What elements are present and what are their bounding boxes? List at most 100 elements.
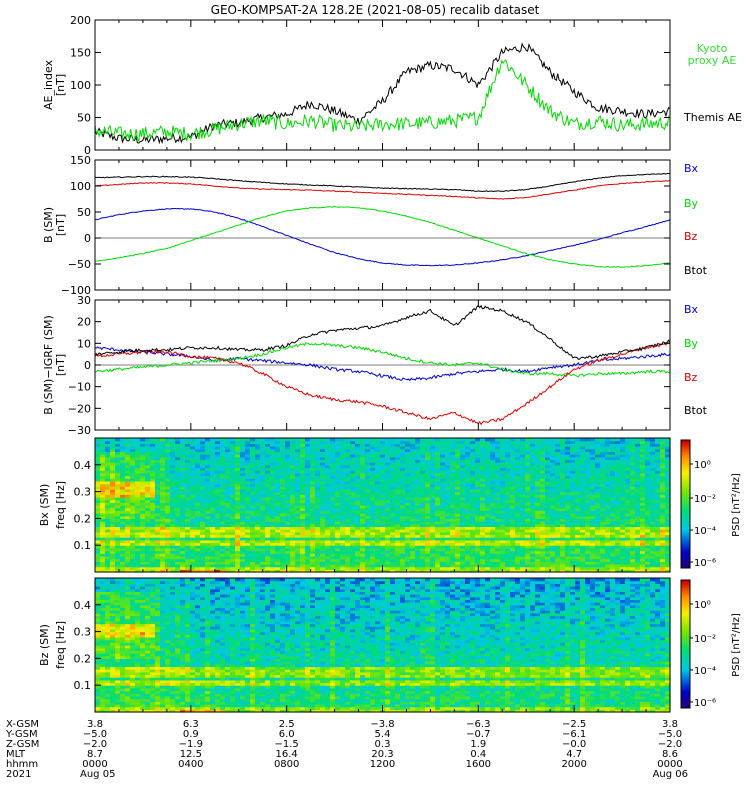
spec_bx-cell <box>220 451 226 455</box>
spec_bx-cell <box>305 518 311 522</box>
spec_bx-cell <box>275 553 281 557</box>
spec_bx-cell <box>400 459 406 463</box>
spec_bx-cell <box>300 539 306 544</box>
spec_bx-cell <box>355 483 361 487</box>
spec_bx-cell <box>330 515 336 519</box>
spec_bx-cell <box>180 459 186 463</box>
spec_bx-cell <box>430 486 436 490</box>
spec_bx-cell <box>210 496 216 501</box>
spec_bx-cell <box>280 555 286 560</box>
spec_bx-cell <box>135 462 141 466</box>
spec_bx-cell <box>245 505 251 509</box>
spec_bx-cell <box>140 555 146 560</box>
spec_bx-cell <box>95 507 101 511</box>
spec_bx-cell <box>225 529 231 533</box>
spec_bx-cell <box>435 537 441 541</box>
spec_bx-cell <box>115 454 121 458</box>
spec_bx-cell <box>430 494 436 498</box>
spec_bx-cell <box>195 542 201 546</box>
spec_bx-cell <box>440 438 446 442</box>
spec_bx-cell <box>240 451 246 455</box>
spec_bx-cell <box>170 483 176 487</box>
spec_bx-cell <box>335 563 341 568</box>
spec_bx-cell <box>295 480 301 485</box>
spec_bx-cell <box>305 569 311 573</box>
spec_bx-cell <box>95 472 101 477</box>
spec_bx-cell <box>305 561 311 565</box>
spec_bx-cell <box>245 563 251 568</box>
spec_bx-cell <box>515 451 521 455</box>
spec_bx-cell <box>515 545 521 549</box>
spec_bx-cell <box>340 448 346 452</box>
spec_bx-cell <box>275 539 281 544</box>
spec_bx-cell <box>270 547 276 552</box>
spec_bx-cell <box>420 451 426 455</box>
spec_bx-cell <box>440 545 446 549</box>
spec_bx-cell <box>415 456 421 461</box>
spec_bx-cell <box>325 502 331 506</box>
spec_bx-cell <box>365 563 371 568</box>
spec_bx-cell <box>515 563 521 568</box>
spec_bx-cell <box>225 451 231 455</box>
spec_bx-cell <box>360 526 366 530</box>
spec_bx-cell <box>375 553 381 557</box>
spec_bx-cell <box>170 561 176 565</box>
spec_bx-cell <box>265 555 271 560</box>
spec_bx-cell <box>305 486 311 490</box>
spec_bx-cell <box>180 480 186 485</box>
spec_bx-cell <box>190 491 196 495</box>
spec_bx-cell <box>260 518 266 522</box>
spec_bx-cell <box>450 507 456 511</box>
spec_bx-cell <box>315 547 321 552</box>
spec_bx-cell <box>210 440 216 444</box>
spec_bx-cell <box>385 438 391 442</box>
spec_bx-cell <box>225 480 231 485</box>
spec_bx-cell <box>465 496 471 501</box>
spec_bx-cell <box>365 454 371 458</box>
spec_bx-cell <box>230 478 236 482</box>
spec_bx-cell <box>200 483 206 487</box>
spec_bx-cell <box>350 440 356 444</box>
spec_bx-cell <box>505 523 511 528</box>
spec_bx-cell <box>120 518 126 522</box>
spec_bx-cell <box>405 539 411 544</box>
spec_bx-cell <box>165 475 171 479</box>
spec_bx-cell <box>250 526 256 530</box>
spec_bx-cell <box>150 518 156 522</box>
spec_bx-cell <box>125 539 131 544</box>
spec_bx-cell <box>195 480 201 485</box>
spec_bx-cell <box>125 531 131 536</box>
spec_bx-cell <box>365 464 371 469</box>
spec_bx-cell <box>335 539 341 544</box>
spec_bx-cell <box>475 521 481 525</box>
spec_bx-cell <box>205 480 211 485</box>
spec_bx-cell <box>340 451 346 455</box>
spec_bx-cell <box>455 545 461 549</box>
spec_bx-cell <box>350 491 356 495</box>
spec_bx-cell <box>130 502 136 506</box>
spec_bx-cell <box>505 545 511 549</box>
spec_bx-cell <box>460 483 466 487</box>
spec_bx-cell <box>150 563 156 568</box>
spec_bx-cell <box>150 555 156 560</box>
spec_bx-cell <box>165 553 171 557</box>
spec_bx-cell <box>420 566 426 570</box>
spec_bx-cell <box>435 448 441 452</box>
spec_bx-cell <box>105 531 111 536</box>
spec_bx-cell <box>115 539 121 544</box>
spec_bx-cell <box>360 467 366 471</box>
spec_bx-cell <box>180 505 186 509</box>
spec_bx-cell <box>355 464 361 469</box>
spec_bx-cell <box>210 483 216 487</box>
spec_bx-cell <box>450 566 456 570</box>
spec_bx-cell <box>190 472 196 477</box>
spec_bx-cell <box>200 505 206 509</box>
spec_bx-cell <box>280 561 286 565</box>
spec_bx-cell <box>270 563 276 568</box>
spec_bx-cell <box>240 555 246 560</box>
spec_bx-cell <box>415 464 421 469</box>
spec_bx-cell <box>230 505 236 509</box>
spec_bx-cell <box>215 462 221 466</box>
spec_bx-cell <box>290 563 296 568</box>
spec_bx-cell <box>500 459 506 463</box>
